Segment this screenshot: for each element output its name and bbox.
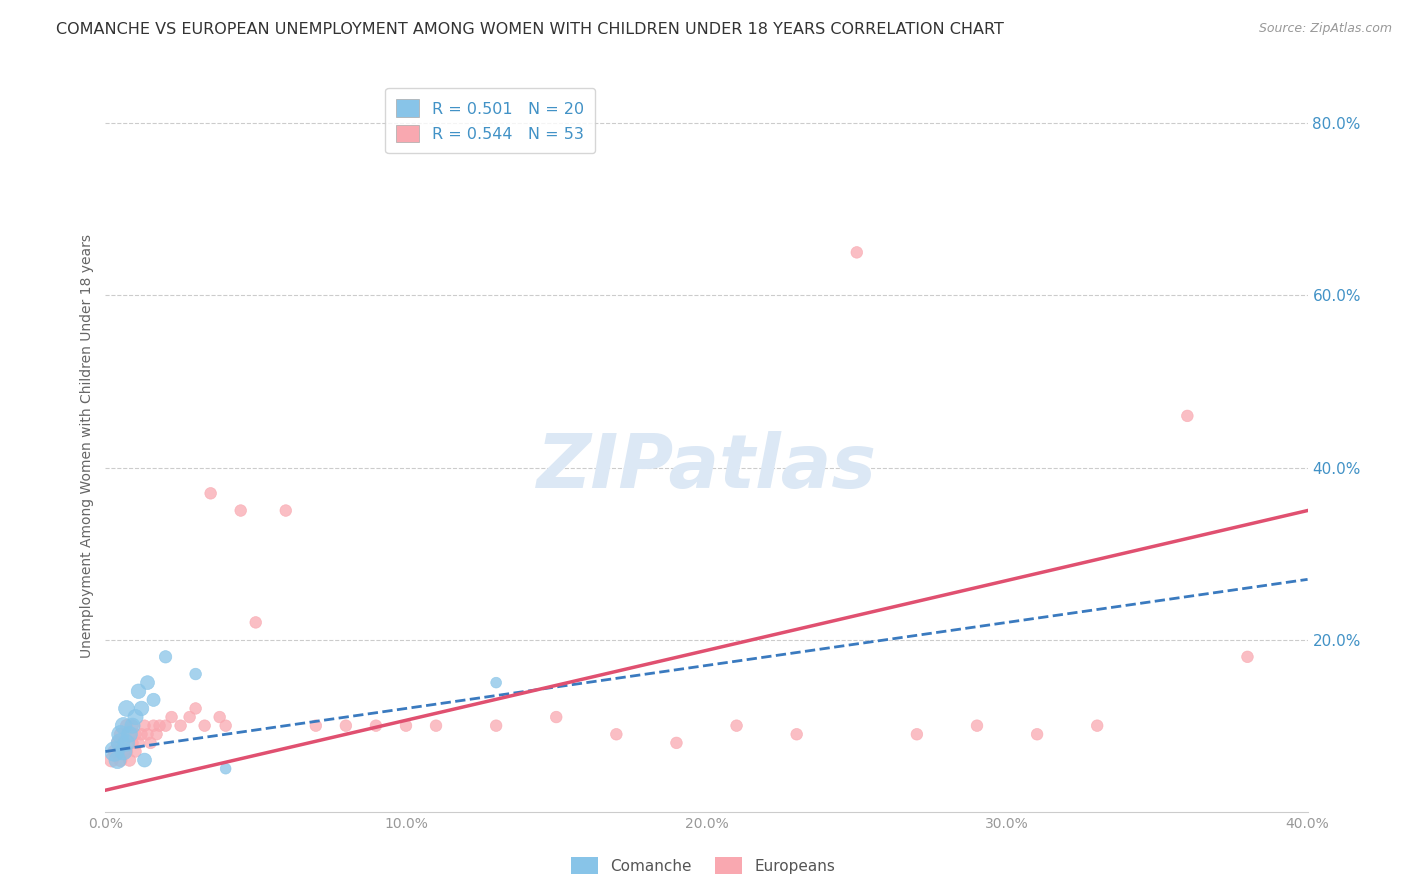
Point	[121, 719, 143, 733]
Point	[131, 727, 153, 741]
Point	[112, 744, 135, 758]
Point	[110, 727, 132, 741]
Point	[305, 719, 328, 733]
Point	[725, 719, 748, 733]
Point	[110, 753, 132, 767]
Point	[128, 684, 150, 698]
Point	[160, 710, 183, 724]
Point	[115, 736, 138, 750]
Point	[245, 615, 267, 630]
Point	[118, 753, 141, 767]
Text: COMANCHE VS EUROPEAN UNEMPLOYMENT AMONG WOMEN WITH CHILDREN UNDER 18 YEARS CORRE: COMANCHE VS EUROPEAN UNEMPLOYMENT AMONG …	[56, 22, 1004, 37]
Point	[110, 727, 132, 741]
Point	[103, 744, 125, 758]
Point	[1175, 409, 1198, 423]
Point	[274, 503, 297, 517]
Point	[905, 727, 928, 741]
Point	[184, 701, 207, 715]
Point	[118, 727, 141, 741]
Point	[786, 727, 808, 741]
Point	[112, 744, 135, 758]
Point	[136, 727, 159, 741]
Point	[208, 710, 231, 724]
Point	[103, 744, 125, 758]
Point	[155, 719, 177, 733]
Point	[112, 719, 135, 733]
Point	[124, 727, 146, 741]
Point	[124, 710, 146, 724]
Point	[131, 701, 153, 715]
Point	[1085, 719, 1108, 733]
Point	[395, 719, 418, 733]
Legend: R = 0.501   N = 20, R = 0.544   N = 53: R = 0.501 N = 20, R = 0.544 N = 53	[385, 88, 595, 153]
Point	[966, 719, 988, 733]
Legend: Comanche, Europeans: Comanche, Europeans	[565, 851, 841, 880]
Y-axis label: Unemployment Among Women with Children Under 18 years: Unemployment Among Women with Children U…	[80, 234, 94, 658]
Point	[425, 719, 447, 733]
Point	[148, 719, 170, 733]
Point	[229, 503, 252, 517]
Point	[139, 736, 162, 750]
Point	[112, 736, 135, 750]
Point	[845, 245, 868, 260]
Point	[1236, 649, 1258, 664]
Point	[115, 719, 138, 733]
Point	[110, 736, 132, 750]
Point	[107, 753, 129, 767]
Point	[121, 736, 143, 750]
Point	[335, 719, 357, 733]
Point	[121, 719, 143, 733]
Point	[142, 719, 165, 733]
Point	[136, 675, 159, 690]
Point	[124, 744, 146, 758]
Point	[145, 727, 167, 741]
Point	[1026, 727, 1049, 741]
Point	[485, 675, 508, 690]
Point	[142, 693, 165, 707]
Point	[194, 719, 217, 733]
Point	[364, 719, 387, 733]
Point	[179, 710, 201, 724]
Point	[118, 727, 141, 741]
Point	[134, 753, 156, 767]
Point	[665, 736, 688, 750]
Point	[128, 736, 150, 750]
Point	[214, 719, 236, 733]
Point	[100, 753, 122, 767]
Point	[155, 649, 177, 664]
Point	[107, 736, 129, 750]
Point	[134, 719, 156, 733]
Point	[169, 719, 191, 733]
Text: ZIPatlas: ZIPatlas	[537, 432, 876, 505]
Point	[214, 762, 236, 776]
Point	[605, 727, 627, 741]
Point	[184, 667, 207, 681]
Point	[546, 710, 568, 724]
Point	[485, 719, 508, 733]
Point	[200, 486, 222, 500]
Text: Source: ZipAtlas.com: Source: ZipAtlas.com	[1258, 22, 1392, 36]
Point	[115, 701, 138, 715]
Point	[115, 744, 138, 758]
